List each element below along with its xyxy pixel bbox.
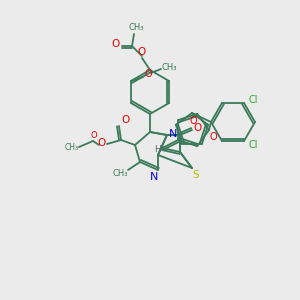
Text: O: O bbox=[91, 130, 97, 140]
Text: CH₃: CH₃ bbox=[65, 143, 79, 152]
Text: N: N bbox=[150, 172, 158, 182]
Text: Cl: Cl bbox=[248, 95, 258, 105]
Text: O: O bbox=[137, 47, 145, 57]
Text: O: O bbox=[112, 39, 120, 49]
Text: Cl: Cl bbox=[248, 140, 258, 150]
Text: O: O bbox=[194, 123, 202, 133]
Text: O: O bbox=[97, 138, 105, 148]
Text: CH₃: CH₃ bbox=[161, 62, 177, 71]
Text: CH₃: CH₃ bbox=[128, 22, 144, 32]
Text: CH₃: CH₃ bbox=[112, 169, 128, 178]
Text: O: O bbox=[209, 132, 217, 142]
Text: H: H bbox=[154, 146, 160, 154]
Text: O: O bbox=[121, 115, 129, 125]
Text: O: O bbox=[189, 116, 197, 126]
Text: N: N bbox=[169, 129, 177, 139]
Text: S: S bbox=[193, 170, 199, 180]
Text: O: O bbox=[144, 69, 152, 79]
